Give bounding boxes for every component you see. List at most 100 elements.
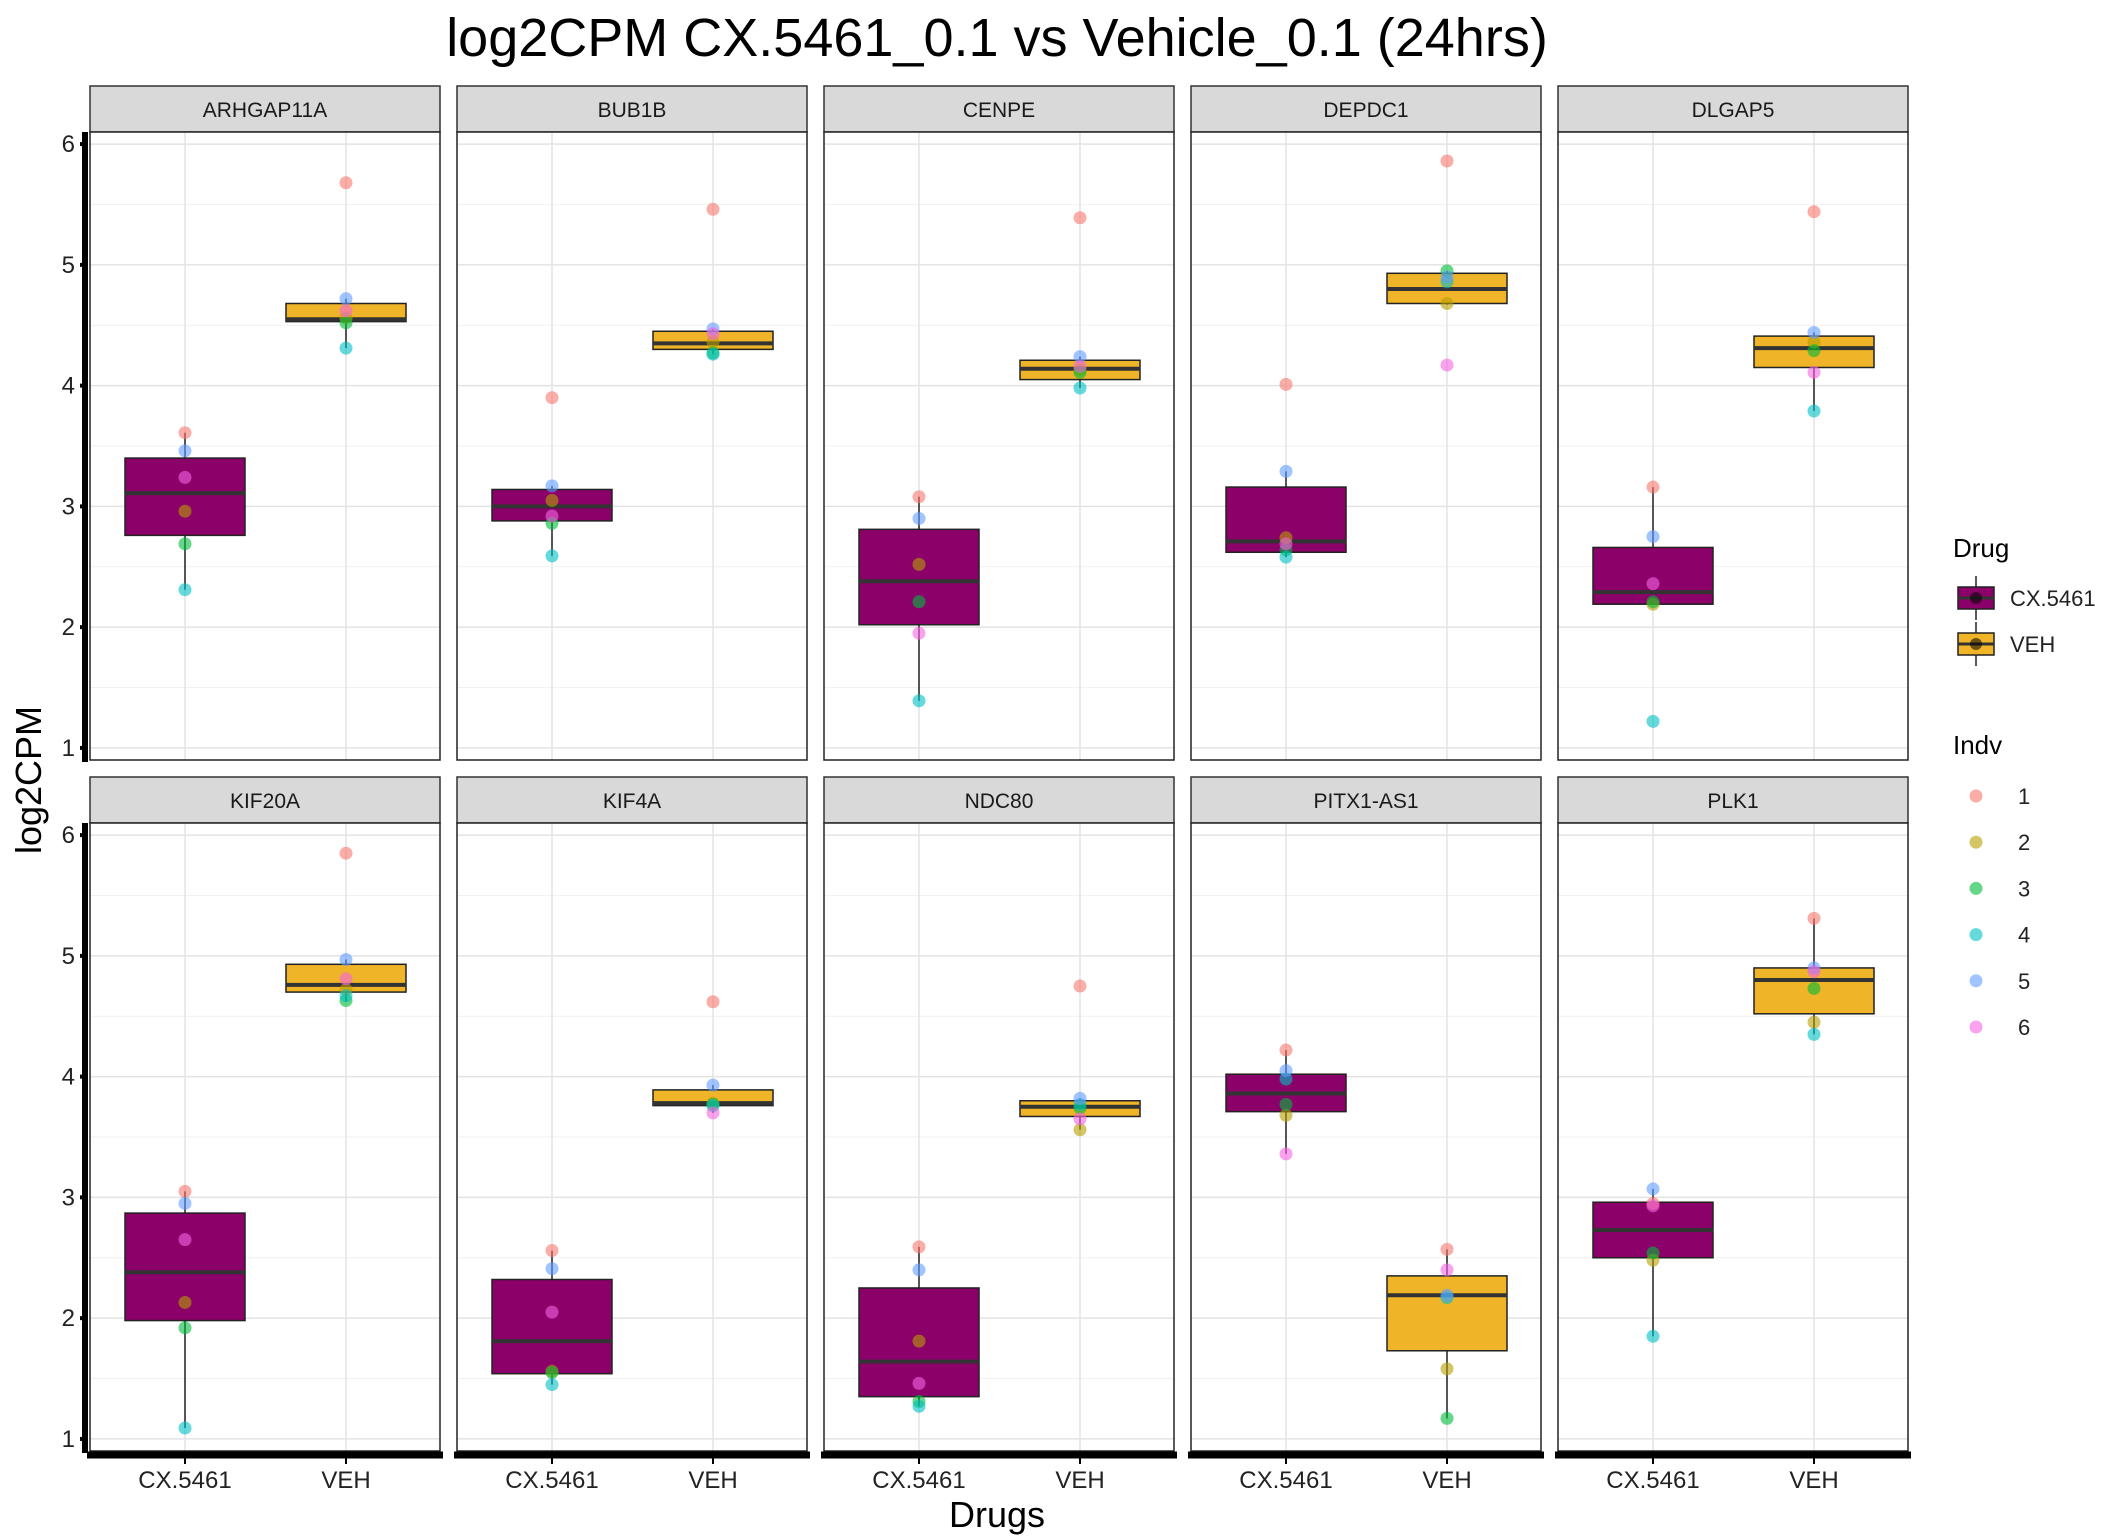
y-tick-label: 2 — [62, 614, 75, 641]
x-tick-label: VEH — [1055, 1467, 1104, 1494]
data-point-indv-5 — [339, 952, 353, 966]
panel-border — [456, 822, 808, 1452]
box-cx5461 — [491, 391, 613, 563]
legend-label: CX.5461 — [2010, 586, 2096, 611]
data-point-indv-6 — [706, 327, 720, 341]
data-point-indv-2 — [1440, 296, 1454, 310]
data-point-indv-5 — [1646, 1182, 1660, 1196]
panel-border — [823, 131, 1175, 761]
y-tick-label: 5 — [62, 252, 75, 279]
legend-label: 6 — [2018, 1015, 2030, 1040]
data-point-indv-1 — [1279, 377, 1293, 391]
data-point-indv-1 — [545, 1244, 559, 1258]
y-tick-label: 1 — [62, 735, 75, 762]
chart-title: log2CPM CX.5461_0.1 vs Vehicle_0.1 (24hr… — [446, 8, 1548, 68]
data-point-indv-1 — [339, 176, 353, 190]
legend-item-indv: 2 — [1969, 830, 2030, 855]
panel-dlgap5: DLGAP5 — [1557, 85, 1909, 761]
data-point-indv-6 — [1646, 1199, 1660, 1213]
panel-border — [1557, 822, 1909, 1452]
box-cx5461 — [858, 490, 980, 708]
box-veh — [1386, 154, 1508, 372]
data-point-indv-5 — [912, 1263, 926, 1277]
legend-key-point — [1969, 1020, 1983, 1034]
legend-label: 2 — [2018, 830, 2030, 855]
data-point-indv-2 — [1807, 1015, 1821, 1029]
data-point-indv-4 — [339, 989, 353, 1003]
panel-arhgap11a: ARHGAP11A 1 2 3 4 5 6 — [62, 85, 441, 762]
legend-title-indv: Indv — [1953, 730, 2002, 760]
data-point-indv-4 — [178, 583, 192, 597]
legend-item-indv: 1 — [1969, 784, 2030, 809]
panel-kif4a: KIF4A CX.5461 VEH — [454, 776, 810, 1494]
data-point-indv-5 — [339, 292, 353, 306]
data-point-indv-2 — [1279, 1108, 1293, 1122]
panel-border — [823, 822, 1175, 1452]
data-point-indv-6 — [545, 1305, 559, 1319]
data-point-indv-1 — [706, 995, 720, 1009]
y-tick-label: 3 — [62, 1184, 75, 1211]
data-point-indv-3 — [1807, 981, 1821, 995]
strip-header — [1190, 85, 1542, 133]
data-point-indv-3 — [545, 1366, 559, 1379]
box-cx5461 — [1225, 1043, 1347, 1161]
strip-label: PLK1 — [1707, 790, 1758, 813]
data-point-indv-6 — [178, 470, 192, 484]
legend-label: 1 — [2018, 784, 2030, 809]
panel-cenpe: CENPE — [823, 85, 1175, 761]
box-cx5461 — [124, 1184, 246, 1435]
legend-item-indv: 3 — [1969, 876, 2030, 901]
data-point-indv-1 — [178, 1184, 192, 1198]
box-cx5461 — [1592, 480, 1714, 728]
x-tick-label: CX.5461 — [138, 1467, 231, 1494]
legend-item-indv: 6 — [1969, 1015, 2030, 1040]
data-point-indv-1 — [706, 202, 720, 216]
strip-header — [89, 776, 441, 824]
y-tick-label: 4 — [62, 373, 75, 400]
data-point-indv-1 — [1073, 211, 1087, 225]
box-body — [1386, 1275, 1508, 1352]
x-tick-label: CX.5461 — [1606, 1467, 1699, 1494]
box-veh — [1386, 1242, 1508, 1425]
box-veh — [285, 176, 407, 355]
data-point-indv-6 — [1073, 1112, 1087, 1126]
data-point-indv-4 — [339, 341, 353, 355]
y-tick-label: 2 — [62, 1305, 75, 1332]
data-point-indv-3 — [1807, 344, 1821, 358]
data-point-indv-1 — [912, 490, 926, 504]
x-tick-label: CX.5461 — [505, 1467, 598, 1494]
data-point-indv-4 — [706, 347, 720, 361]
strip-label: BUB1B — [598, 99, 667, 122]
data-point-indv-4 — [545, 549, 559, 563]
data-point-indv-1 — [1646, 480, 1660, 494]
legend-item-indv: 5 — [1969, 969, 2030, 994]
strip-label: CENPE — [963, 99, 1035, 122]
data-point-indv-5 — [1807, 325, 1821, 339]
data-point-indv-3 — [1646, 1246, 1660, 1260]
data-point-indv-6 — [1279, 537, 1293, 551]
data-point-indv-6 — [912, 1376, 926, 1390]
legend-key-point — [1969, 789, 1983, 803]
data-point-indv-6 — [1807, 365, 1821, 379]
data-point-indv-4 — [1073, 381, 1087, 395]
strip-label: KIF4A — [603, 790, 661, 813]
data-point-indv-1 — [1073, 979, 1087, 993]
strip-header — [456, 85, 808, 133]
data-point-indv-3 — [912, 595, 926, 609]
data-point-indv-5 — [1279, 1064, 1293, 1078]
legend-key-point — [1970, 638, 1982, 650]
data-point-indv-6 — [706, 1106, 720, 1120]
panel-border — [1557, 131, 1909, 761]
panels-group: ARHGAP11A 1 2 3 4 5 6 BUB1B CENPE DEPDC1 DLGAP5 KIF… — [62, 85, 1911, 1494]
data-point-indv-4 — [1807, 1027, 1821, 1041]
box-veh — [1019, 211, 1141, 395]
legend-key-point — [1969, 835, 1983, 849]
data-point-indv-6 — [545, 509, 559, 523]
x-tick-label: CX.5461 — [872, 1467, 965, 1494]
y-tick-label: 4 — [62, 1064, 75, 1091]
y-tick-label: 5 — [62, 943, 75, 970]
strip-header — [1190, 776, 1542, 824]
data-point-indv-4 — [912, 1399, 926, 1413]
data-point-indv-3 — [1279, 1097, 1293, 1111]
